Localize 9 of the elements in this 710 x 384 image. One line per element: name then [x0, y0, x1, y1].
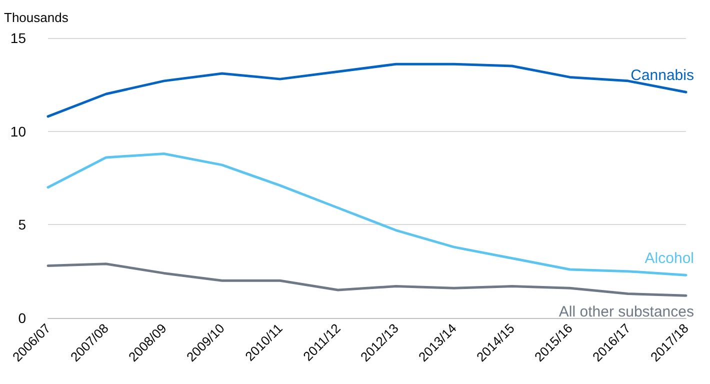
y-tick-label: 10	[10, 123, 26, 140]
series-label: Alcohol	[644, 250, 694, 268]
y-tick-label: 0	[18, 310, 26, 326]
y-tick-label: 5	[18, 216, 26, 233]
line-series	[46, 262, 688, 297]
y-axis-title: Thousands	[4, 10, 69, 25]
series-label: All other substances	[558, 304, 694, 321]
y-tick-label: 15	[10, 30, 26, 46]
series-label: Cannabis	[630, 67, 694, 84]
